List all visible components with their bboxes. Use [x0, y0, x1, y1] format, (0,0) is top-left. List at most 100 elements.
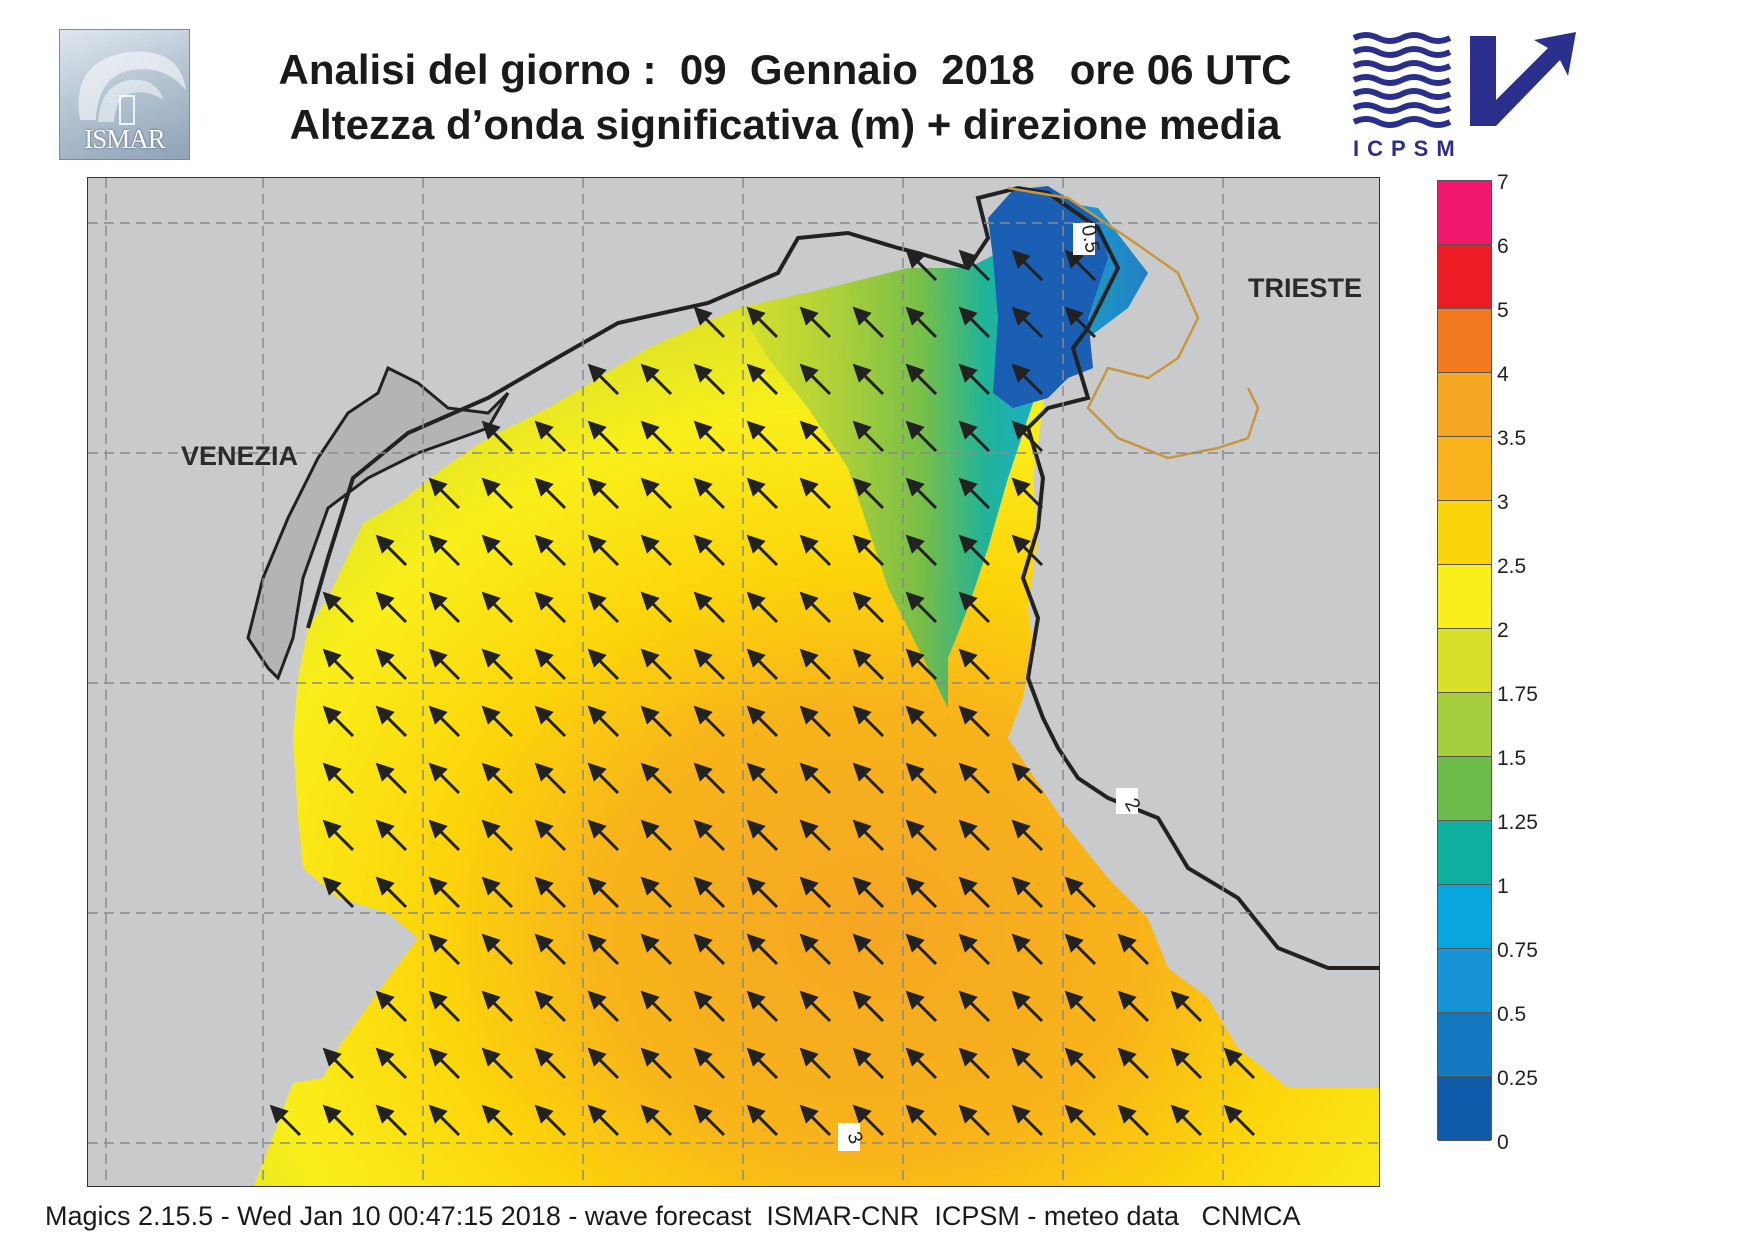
wave-map: 0.5 2 3 VENEZIA TRIESTE: [87, 177, 1380, 1187]
wave-direction-arrow: [375, 648, 408, 681]
wave-direction-arrow: [428, 705, 461, 738]
wave-direction-arrow: [587, 477, 620, 510]
wave-direction-arrow: [428, 534, 461, 567]
wave-direction-arrow: [799, 648, 832, 681]
wave-direction-arrow: [693, 876, 726, 909]
wave-direction-arrow: [693, 648, 726, 681]
wave-direction-arrow: [640, 876, 673, 909]
wave-direction-arrow: [1064, 1047, 1097, 1080]
wave-direction-arrow: [587, 1104, 620, 1137]
wave-direction-arrow: [322, 876, 355, 909]
wave-direction-arrow: [693, 477, 726, 510]
wave-direction-arrow: [852, 876, 885, 909]
wave-direction-arrow: [587, 990, 620, 1023]
legend-level-label: 0.25: [1497, 1067, 1538, 1090]
wave-direction-arrow: [693, 534, 726, 567]
wave-direction-arrow: [640, 705, 673, 738]
wave-direction-arrow: [852, 420, 885, 453]
wave-direction-arrow: [1117, 1047, 1150, 1080]
wave-direction-arrow: [428, 990, 461, 1023]
wave-direction-arrow: [958, 249, 991, 282]
wave-direction-arrow: [852, 762, 885, 795]
wave-direction-arrow: [693, 933, 726, 966]
wave-direction-arrow: [746, 876, 779, 909]
legend-level-label: 2.5: [1497, 555, 1527, 578]
wave-direction-arrow: [958, 306, 991, 339]
icpsm-logo: ICPSM: [1348, 28, 1584, 164]
wave-direction-arrow: [799, 1104, 832, 1137]
wave-direction-arrow: [481, 534, 514, 567]
wave-direction-arrow: [481, 477, 514, 510]
legend-swatch: [1438, 821, 1491, 885]
legend-level-label: 0.75: [1497, 939, 1538, 962]
legend-swatch: [1438, 437, 1491, 501]
wave-direction-arrow: [322, 1104, 355, 1137]
wave-direction-arrow: [375, 1047, 408, 1080]
wave-direction-arrow: [746, 819, 779, 852]
wave-direction-arrow: [905, 477, 938, 510]
legend-level-label: 1.5: [1497, 747, 1527, 770]
wave-direction-arrow: [375, 876, 408, 909]
wave-direction-arrow: [958, 819, 991, 852]
wave-direction-arrow: [1011, 534, 1044, 567]
wave-direction-arrow: [852, 1047, 885, 1080]
wave-direction-arrow: [799, 1047, 832, 1080]
wave-direction-arrow: [1117, 990, 1150, 1023]
wave-direction-arrow: [1223, 1104, 1256, 1137]
wave-direction-arrow: [534, 591, 567, 624]
wave-direction-arrow: [746, 363, 779, 396]
wave-direction-arrow: [1064, 249, 1097, 282]
wave-direction-arrow: [587, 648, 620, 681]
coastline: [306, 185, 1379, 970]
wave-direction-arrow: [534, 1047, 567, 1080]
wave-direction-arrow: [1170, 1047, 1203, 1080]
wave-direction-arrow: [375, 705, 408, 738]
wave-direction-arrow: [1117, 1104, 1150, 1137]
wave-direction-arrow: [1011, 363, 1044, 396]
wave-direction-arrow: [905, 705, 938, 738]
wave-direction-arrow: [693, 819, 726, 852]
wave-direction-arrow: [428, 876, 461, 909]
wave-direction-arrow: [746, 591, 779, 624]
wave-direction-arrow: [1011, 876, 1044, 909]
wave-direction-arrow: [905, 933, 938, 966]
wave-direction-arrow: [852, 990, 885, 1023]
wave-direction-arrow: [428, 1104, 461, 1137]
wave-direction-arrow: [958, 591, 991, 624]
footer-credits: Magics 2.15.5 - Wed Jan 10 00:47:15 2018…: [45, 1201, 1301, 1231]
wave-direction-arrow: [958, 420, 991, 453]
wave-direction-arrow: [428, 591, 461, 624]
contour-label-0-5: 0.5: [1077, 223, 1103, 254]
wave-direction-arrow: [481, 705, 514, 738]
wave-direction-arrow: [534, 819, 567, 852]
wave-direction-arrow: [693, 591, 726, 624]
legend-level-label: 3: [1497, 491, 1509, 514]
wave-direction-arrow: [1011, 306, 1044, 339]
wave-direction-arrow: [1011, 762, 1044, 795]
wave-direction-arrow: [428, 933, 461, 966]
wave-direction-arrow: [375, 762, 408, 795]
legend-colorbar: [1437, 180, 1492, 1141]
legend-swatch: [1438, 309, 1491, 373]
wave-direction-arrow: [375, 1104, 408, 1137]
legend-swatch: [1438, 501, 1491, 565]
legend-level-label: 1.25: [1497, 811, 1538, 834]
wave-direction-arrow: [746, 306, 779, 339]
wave-direction-arrow: [534, 762, 567, 795]
legend-level-label: 0: [1497, 1131, 1509, 1154]
legend-level-label: 1.75: [1497, 683, 1538, 706]
wave-direction-arrow: [852, 534, 885, 567]
wave-direction-arrow: [640, 420, 673, 453]
direction-arrows: [269, 249, 1256, 1137]
wave-direction-arrow: [640, 1047, 673, 1080]
wave-direction-arrow: [693, 306, 726, 339]
wave-direction-arrow: [852, 933, 885, 966]
waves-arrow-icon: [1352, 32, 1576, 128]
legend-level-label: 4: [1497, 363, 1509, 386]
title-variable: Altezza d’onda significativa (m) + direz…: [289, 101, 1281, 148]
wave-direction-arrow: [693, 762, 726, 795]
legend-swatch: [1438, 949, 1491, 1013]
wave-direction-arrow: [852, 363, 885, 396]
wave-direction-arrow: [905, 363, 938, 396]
wave-direction-arrow: [799, 990, 832, 1023]
